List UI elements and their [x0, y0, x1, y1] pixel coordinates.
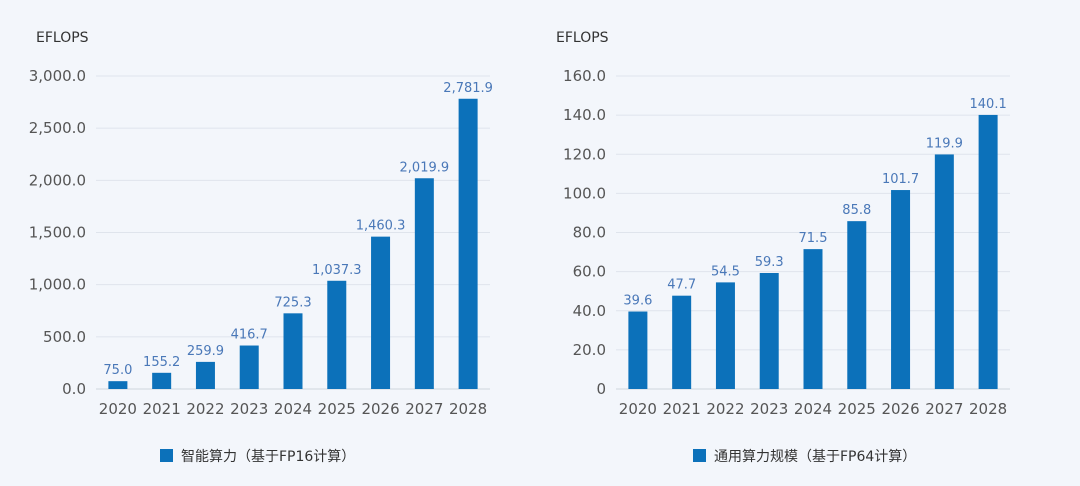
- x-tick-label: 2023: [230, 400, 268, 418]
- data-label: 71.5: [799, 231, 828, 246]
- data-label: 155.2: [143, 355, 180, 370]
- x-tick-label: 2026: [881, 400, 919, 418]
- data-label: 1,037.3: [312, 263, 362, 278]
- x-tick-label: 2026: [361, 400, 399, 418]
- y-tick-label: 120.0: [563, 145, 606, 163]
- bar: [847, 221, 867, 389]
- x-tick-label: 2027: [405, 400, 443, 418]
- bar: [108, 381, 128, 389]
- y-tick-label: 2,000.0: [29, 171, 86, 189]
- legend-swatch: [693, 449, 706, 462]
- data-label: 47.7: [667, 278, 696, 293]
- data-label: 725.3: [274, 295, 311, 310]
- x-tick-label: 2022: [186, 400, 224, 418]
- y-tick-label: 80.0: [573, 224, 606, 242]
- data-label: 101.7: [882, 172, 919, 187]
- y-tick-label: 0: [596, 380, 606, 398]
- bar: [239, 345, 259, 389]
- bar: [978, 114, 998, 389]
- bar: [759, 272, 779, 389]
- y-tick-label: 2,500.0: [29, 119, 86, 137]
- x-tick-label: 2021: [663, 400, 701, 418]
- bar: [891, 190, 911, 389]
- bar: [934, 154, 954, 389]
- y-tick-label: 3,000.0: [29, 67, 86, 85]
- x-tick-label: 2028: [969, 400, 1007, 418]
- x-tick-label: 2022: [706, 400, 744, 418]
- data-label: 85.8: [842, 203, 871, 218]
- data-label: 416.7: [231, 328, 268, 343]
- x-tick-label: 2021: [143, 400, 181, 418]
- x-tick-label: 2025: [318, 400, 356, 418]
- x-tick-label: 2020: [619, 400, 657, 418]
- legend-label: 智能算力（基于FP16计算）: [181, 448, 355, 465]
- data-label: 2,019.9: [400, 160, 450, 175]
- data-label: 140.1: [970, 97, 1007, 112]
- bar: [195, 361, 215, 389]
- bar: [152, 372, 172, 389]
- chart-general-computing: EFLOPS 0 20.0 40.0 60.0 80.0 100.0 120.0 140.0 16…: [556, 30, 1010, 465]
- bar: [458, 98, 478, 389]
- y-tick-label: 60.0: [573, 263, 606, 281]
- data-label: 2,781.9: [443, 81, 493, 96]
- legend-swatch: [160, 449, 173, 462]
- bar: [628, 311, 648, 389]
- y-unit-label: EFLOPS: [556, 30, 609, 46]
- bar: [672, 295, 692, 389]
- x-tick-label: 2025: [838, 400, 876, 418]
- legend-label: 通用算力规模（基于FP64计算）: [714, 448, 916, 465]
- bar: [283, 313, 303, 389]
- y-tick-label: 160.0: [563, 67, 606, 85]
- x-tick-label: 2023: [750, 400, 788, 418]
- x-tick-label: 2028: [449, 400, 487, 418]
- data-label: 259.9: [187, 344, 224, 359]
- y-unit-label: EFLOPS: [36, 30, 89, 46]
- bar: [414, 178, 434, 389]
- y-tick-label: 0.0: [62, 380, 86, 398]
- y-tick-label: 40.0: [573, 302, 606, 320]
- data-label: 39.6: [623, 294, 652, 309]
- x-tick-label: 2024: [794, 400, 832, 418]
- x-tick-label: 2024: [274, 400, 312, 418]
- chart-intelligent-computing: EFLOPS 0.0 500.0 1,000.0 1,500.0 2,000.0 2,500…: [29, 30, 493, 465]
- data-label: 75.0: [103, 363, 132, 378]
- data-label: 119.9: [926, 136, 963, 151]
- y-tick-label: 140.0: [563, 106, 606, 124]
- bar: [715, 282, 735, 389]
- y-tick-label: 100.0: [563, 184, 606, 202]
- y-tick-label: 500.0: [43, 328, 86, 346]
- x-tick-label: 2020: [99, 400, 137, 418]
- data-label: 1,460.3: [356, 219, 406, 234]
- y-tick-label: 1,500.0: [29, 224, 86, 242]
- bar: [371, 236, 391, 389]
- data-label: 59.3: [755, 255, 784, 270]
- bar: [327, 280, 347, 389]
- y-tick-label: 20.0: [573, 341, 606, 359]
- x-tick-label: 2027: [925, 400, 963, 418]
- y-tick-label: 1,000.0: [29, 276, 86, 294]
- data-label: 54.5: [711, 264, 740, 279]
- bar: [803, 249, 823, 389]
